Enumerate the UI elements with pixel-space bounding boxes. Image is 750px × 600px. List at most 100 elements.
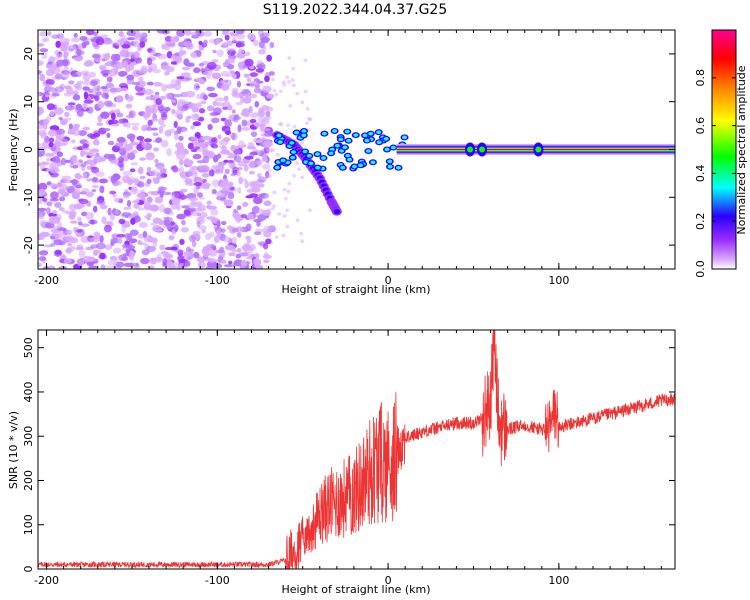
spectrogram-line-blob-core [301, 133, 307, 138]
spectrogram-noise-blob [126, 133, 136, 140]
spectrogram-noise-blob [179, 262, 184, 267]
spectrogram-noise-blob [45, 207, 51, 215]
spectrogram-noise-blob [99, 235, 104, 243]
spectrogram-carrier-bump-core [479, 146, 486, 153]
spectrogram-noise-blob [72, 90, 79, 96]
spectrogram-noise-blob [110, 53, 118, 62]
spectrogram-noise-blob [38, 142, 42, 147]
spectrogram-line-blob-core [340, 165, 346, 170]
spectrogram-noise-blob [169, 211, 174, 216]
spectrogram-noise-blob [147, 119, 153, 126]
spectrogram-noise-blob [217, 134, 222, 140]
spectrogram-noise-blob [50, 147, 56, 151]
spectrogram-noise-blob [103, 100, 113, 107]
spectrogram-noise-blob [127, 152, 136, 161]
spectrogram-noise-blob [190, 125, 195, 130]
spectrogram-noise-blob [91, 177, 98, 182]
spectrogram-noise-blob [183, 158, 190, 164]
spectrogram-noise-blob [260, 228, 270, 233]
spectrogram-noise-blob [128, 255, 135, 261]
spectrogram-noise-blob [267, 168, 272, 173]
spectrogram-noise-blob [145, 152, 155, 161]
spectrogram-noise-blob [164, 70, 170, 76]
spectrogram-noise-blob [43, 244, 53, 248]
spectrogram-noise-blob [67, 242, 72, 247]
spectrogram-line-blob-core [328, 151, 334, 156]
spectrogram-noise-blob [82, 143, 90, 149]
spectrogram-noise-blob [89, 244, 99, 249]
spectrogram-noise-blob [227, 159, 235, 163]
spectrogram-noise-blob [240, 260, 248, 267]
spectrogram-noise-blob [86, 159, 94, 165]
spectrogram-noise-blob [266, 54, 272, 62]
spectrogram-noise-blob [188, 102, 198, 110]
spectrogram-noise-blob [87, 133, 95, 138]
spectrogram-noise-blob [242, 96, 252, 104]
spectrogram-noise-blob [48, 137, 55, 143]
spectrogram-noise-blob [55, 213, 62, 221]
spectrogram-noise-blob [300, 239, 305, 244]
spectrogram-noise-blob [237, 187, 242, 194]
spectrogram-noise-blob [161, 113, 168, 121]
spectrogram-carrier-bump-core [535, 146, 542, 153]
spectrogram-noise-blob [88, 265, 98, 269]
spectrogram-noise-blob [192, 230, 201, 236]
spectrogram-noise-blob [249, 80, 256, 88]
spectrogram-noise-blob [248, 170, 256, 175]
spectrogram-noise-blob [88, 153, 98, 157]
spectrogram-noise-blob [202, 94, 208, 101]
spectrogram-line-blob-core [365, 149, 371, 153]
spectrogram-noise-blob [261, 32, 270, 37]
spectrogram-noise-blob [254, 121, 260, 128]
spectrogram-noise-blob [258, 107, 265, 114]
spectrogram-noise-blob [56, 53, 63, 59]
spectrogram-ytick-label: -20 [22, 236, 35, 254]
spectrogram-noise-blob [292, 174, 297, 178]
spectrogram-line-blob-core [390, 145, 396, 150]
spectrogram-noise-blob [193, 182, 203, 187]
spectrogram-noise-blob [75, 175, 83, 180]
spectrogram-noise-blob [199, 164, 209, 172]
spectrogram-noise-blob [57, 188, 66, 195]
spectrogram-noise-blob [256, 80, 264, 84]
spectrogram-noise-blob [41, 52, 48, 60]
spectrogram-noise-blob [285, 224, 290, 229]
spectrogram-line-blob-core [376, 130, 382, 134]
spectrogram-noise-blob [253, 231, 262, 236]
spectrogram-noise-blob [253, 160, 264, 164]
snr-ytick-label: 100 [22, 514, 35, 535]
spectrogram-noise-blob [48, 141, 54, 148]
spectrogram-noise-blob [91, 188, 97, 193]
spectrogram-noise-blob [80, 163, 87, 168]
spectrogram-noise-blob [50, 66, 61, 75]
spectrogram-noise-blob [206, 86, 215, 92]
spectrogram-noise-blob [154, 158, 159, 164]
spectrogram-noise-blob [282, 187, 287, 192]
spectrogram-noise-blob [166, 148, 172, 157]
spectrogram-noise-blob [153, 147, 160, 152]
spectrogram-noise-blob [110, 109, 116, 114]
spectrogram-noise-blob [202, 155, 210, 164]
spectrogram-noise-blob [126, 30, 136, 37]
spectrogram-noise-blob [122, 122, 128, 127]
spectrogram-noise-blob [95, 91, 103, 96]
spectrogram-noise-blob [164, 35, 173, 42]
colorbar: 0.0 0.2 0.4 0.6 0.8 Normalized spectral ampl… [694, 29, 748, 278]
spectrogram-xtick-label: 100 [548, 274, 569, 287]
spectrogram-noise-blob [235, 42, 245, 48]
spectrogram-noise-blob [106, 132, 111, 139]
spectrogram-noise-blob [175, 108, 184, 117]
spectrogram-noise-blob [74, 83, 81, 89]
spectrogram-noise-blob [38, 60, 44, 66]
spectrogram-noise-blob [137, 167, 144, 174]
spectrogram-noise-blob [178, 158, 184, 166]
spectrogram-carrier-bump-core [467, 146, 474, 153]
spectrogram-noise-blob [203, 182, 208, 186]
spectrogram-noise-blob [76, 109, 84, 117]
spectrogram-noise-blob [122, 243, 130, 249]
spectrogram-noise-blob [118, 218, 126, 225]
spectrogram-noise-blob [285, 75, 290, 79]
spectrogram-noise-blob [168, 234, 175, 241]
spectrogram-noise-blob [141, 124, 148, 132]
spectrogram-noise-blob [170, 36, 176, 42]
